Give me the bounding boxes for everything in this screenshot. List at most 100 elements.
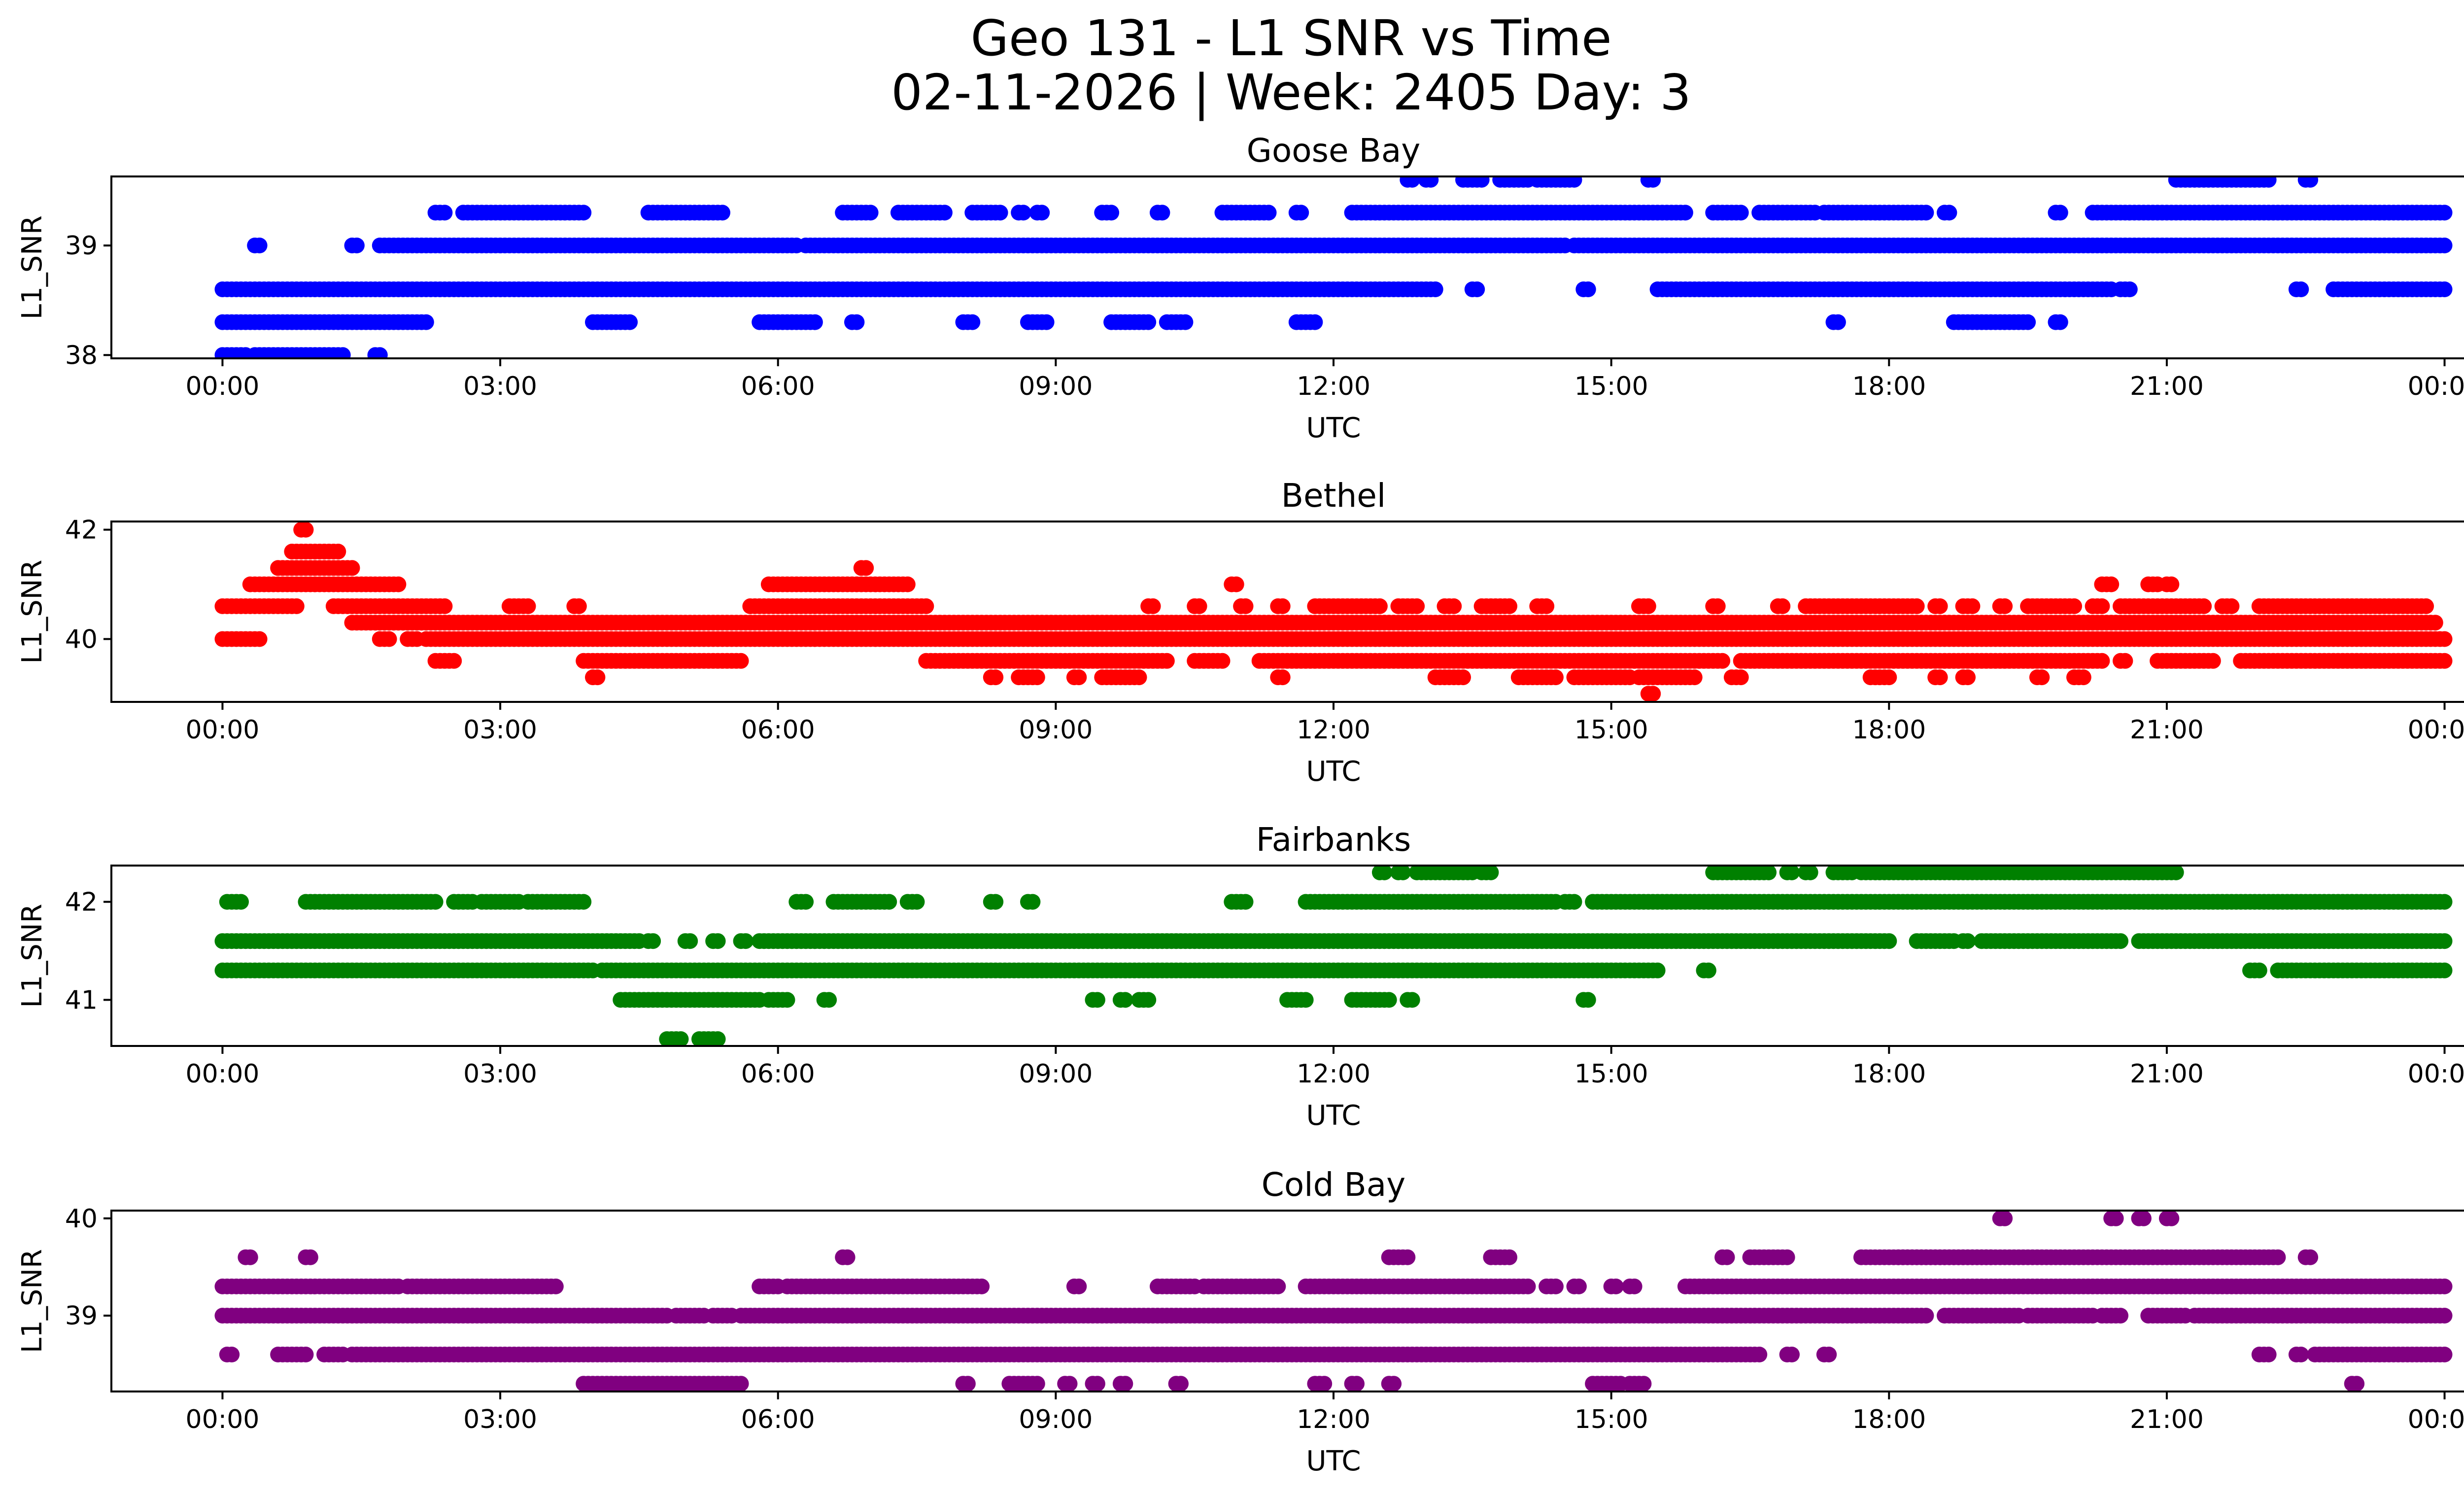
- scatter-point: [1261, 205, 1277, 221]
- scatter-point: [1761, 866, 1777, 880]
- scatter-point: [298, 522, 314, 538]
- x-tick-label: 12:00: [1297, 1059, 1370, 1089]
- scatter-point: [1997, 598, 2013, 614]
- scatter-point: [807, 314, 823, 330]
- x-tick-label: 18:00: [1852, 1059, 1926, 1089]
- scatter-point: [1580, 992, 1596, 1008]
- scatter-point: [1103, 205, 1120, 221]
- subplot-bethel: 00:00 03:00 06:00 09:00 12:00 15:00 18:00 21:00…: [16, 477, 2464, 788]
- scatter-point: [2436, 933, 2453, 949]
- scatter-point: [1376, 866, 1393, 880]
- x-tick-label: 18:00: [1852, 372, 1926, 401]
- scatter-point: [988, 669, 1004, 686]
- x-tick-label: 09:00: [1019, 715, 1093, 745]
- x-axis-label: UTC: [1306, 1100, 1361, 1132]
- x-tick-label: 09:00: [1019, 1059, 1093, 1089]
- scatter-point: [733, 1376, 749, 1391]
- scatter-point: [1228, 576, 1244, 592]
- scatter-point: [1307, 314, 1323, 330]
- scatter-point: [224, 1347, 240, 1362]
- scatter-series: [214, 866, 2453, 1046]
- scatter-point: [2168, 866, 2184, 880]
- scatter-point: [1830, 314, 1846, 330]
- scatter-point: [715, 205, 730, 221]
- scatter-point: [1964, 598, 1981, 614]
- scatter-point: [2418, 598, 2434, 614]
- subplot-cold-bay: 00:00 03:00 06:00 09:00 12:00 15:00 18:00 21:00…: [16, 1166, 2464, 1477]
- scatter-point: [1932, 669, 1948, 686]
- scatter-point: [1293, 205, 1309, 221]
- scatter-point: [437, 205, 453, 221]
- subplot-goose-bay: 00:00 03:00 06:00 09:00 12:00 15:00 18:00 21:00…: [16, 132, 2464, 444]
- scatter-point: [571, 598, 587, 614]
- scatter-point: [233, 894, 249, 910]
- scatter-point: [2293, 1347, 2309, 1362]
- scatter-point: [1960, 933, 1976, 949]
- scatter-point: [251, 238, 268, 253]
- scatter-point: [348, 238, 365, 253]
- scatter-series: [214, 522, 2453, 702]
- scatter-point: [1117, 1376, 1133, 1391]
- scatter-point: [1381, 992, 1397, 1008]
- scatter-point: [2260, 176, 2277, 188]
- scatter-point: [2436, 631, 2453, 647]
- scatter-point: [520, 598, 536, 614]
- scatter-point: [710, 933, 726, 949]
- scatter-point: [418, 314, 434, 330]
- scatter-point: [2349, 1376, 2365, 1391]
- scatter-point: [2113, 933, 2128, 949]
- scatter-point: [1191, 598, 1207, 614]
- x-tick-label: 21:00: [2130, 1059, 2204, 1089]
- scatter-point: [1061, 1376, 1078, 1391]
- scatter-point: [1821, 1347, 1837, 1362]
- scatter-point: [1089, 992, 1105, 1008]
- scatter-point: [1918, 205, 1934, 221]
- scatter-point: [589, 669, 606, 686]
- scatter-point: [2117, 653, 2133, 669]
- scatter-point: [1802, 866, 1818, 880]
- scatter-point: [1409, 598, 1425, 614]
- scatter-point: [1640, 598, 1656, 614]
- scatter-point: [1140, 992, 1157, 1008]
- x-tick-label: 18:00: [1852, 715, 1926, 745]
- scatter-point: [1025, 894, 1041, 910]
- scatter-point: [576, 894, 592, 910]
- scatter-point: [682, 933, 698, 949]
- scatter-point: [1455, 669, 1471, 686]
- scatter-point: [2205, 653, 2221, 669]
- scatter-point: [858, 560, 874, 576]
- scatter-point: [2196, 598, 2212, 614]
- x-tick-label: 03:00: [463, 715, 537, 745]
- scatter-point: [437, 598, 453, 614]
- scatter-point: [2436, 238, 2453, 253]
- scatter-point: [2436, 962, 2453, 978]
- scatter-point: [1700, 962, 1716, 978]
- scatter-point: [964, 314, 981, 330]
- scatter-point: [1784, 866, 1800, 880]
- scatter-point: [1386, 1376, 1402, 1391]
- scatter-point: [1029, 669, 1045, 686]
- scatter-point: [1751, 1347, 1768, 1362]
- scatter-point: [936, 205, 953, 221]
- y-tick-label: 40: [65, 625, 98, 654]
- scatter-point: [673, 1031, 689, 1046]
- scatter-point: [1145, 598, 1161, 614]
- scatter-point: [1649, 962, 1666, 978]
- scatter-point: [2163, 576, 2180, 592]
- scatter-point: [2436, 653, 2453, 669]
- scatter-point: [1483, 866, 1499, 880]
- scatter-point: [390, 576, 407, 592]
- scatter-point: [2094, 653, 2110, 669]
- scatter-point: [909, 894, 925, 910]
- scatter-point: [1960, 669, 1976, 686]
- x-tick-label: 12:00: [1297, 715, 1370, 745]
- x-tick-label: 00:00: [186, 372, 260, 401]
- x-axis-label: UTC: [1306, 412, 1361, 444]
- scatter-point: [1710, 598, 1726, 614]
- scatter-point: [1502, 598, 1517, 614]
- scatter-point: [251, 631, 268, 647]
- x-tick-label: 03:00: [463, 1059, 537, 1089]
- scatter-point: [992, 205, 1008, 221]
- scatter-point: [1473, 176, 1490, 188]
- scatter-point: [1427, 281, 1443, 297]
